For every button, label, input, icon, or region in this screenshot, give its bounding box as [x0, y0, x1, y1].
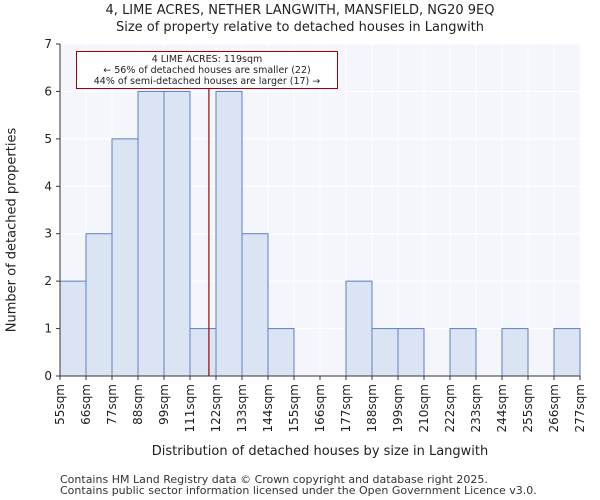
x-tick-label: 122sqm — [209, 384, 223, 432]
x-tick-label: 177sqm — [339, 384, 353, 432]
bar — [371, 328, 399, 377]
x-tick-label: 144sqm — [261, 384, 275, 432]
marker-annotation: 4 LIME ACRES: 119sqm ← 56% of detached h… — [76, 51, 338, 89]
y-tick-label: 1 — [44, 322, 52, 336]
x-tick-label: 77sqm — [105, 384, 119, 425]
y-tick-label: 2 — [44, 274, 52, 288]
x-tick-label: 255sqm — [521, 384, 535, 432]
footer-line-1: Contains HM Land Registry data © Crown c… — [60, 473, 488, 486]
bar — [85, 233, 113, 377]
y-axis-label: Number of detached properties — [4, 127, 20, 333]
bars — [59, 90, 581, 377]
x-tick-label: 55sqm — [53, 384, 67, 425]
bar — [215, 90, 243, 377]
bar — [553, 328, 581, 377]
y-tick-label: 4 — [44, 179, 52, 193]
bar — [449, 328, 477, 377]
x-tick-label: 266sqm — [547, 384, 561, 432]
x-tick-label: 166sqm — [313, 384, 327, 432]
y-tick-label: 5 — [44, 132, 52, 146]
y-tick-label: 7 — [44, 37, 52, 51]
bar — [345, 280, 373, 377]
y-tick-label: 6 — [44, 84, 52, 98]
annotation-line-3: 44% of semi-detached houses are larger (… — [93, 76, 321, 87]
bar — [189, 328, 217, 377]
x-tick-label: 88sqm — [131, 384, 145, 425]
bar — [137, 90, 165, 377]
y-axis-ticks: 0 1 2 3 4 5 6 7 — [44, 37, 60, 383]
annotation-line-2: ← 56% of detached houses are smaller (22… — [103, 65, 311, 76]
y-tick-label: 3 — [44, 227, 52, 241]
x-tick-label: 210sqm — [417, 384, 431, 432]
chart-subtitle: Size of property relative to detached ho… — [115, 20, 485, 35]
x-tick-label: 133sqm — [235, 384, 249, 432]
x-tick-label: 99sqm — [157, 384, 171, 425]
x-tick-label: 111sqm — [183, 384, 197, 432]
bar — [163, 90, 191, 377]
x-tick-label: 222sqm — [443, 384, 457, 432]
x-tick-label: 233sqm — [469, 384, 483, 432]
x-tick-label: 277sqm — [573, 384, 587, 432]
x-tick-label: 188sqm — [365, 384, 379, 432]
bar — [241, 233, 269, 377]
x-tick-label: 155sqm — [287, 384, 301, 432]
x-axis-ticks: 55sqm 66sqm 77sqm 88sqm 99sqm 111sqm 122sqm 133… — [53, 376, 587, 432]
bar — [111, 138, 139, 377]
x-axis-label: Distribution of detached houses by size … — [151, 444, 489, 459]
bar — [501, 328, 529, 377]
annotation-line-1: 4 LIME ACRES: 119sqm — [151, 54, 263, 65]
x-tick-label: 199sqm — [391, 384, 405, 432]
footer-line-2: Contains public sector information licen… — [60, 484, 537, 497]
x-tick-label: 244sqm — [495, 384, 509, 432]
x-tick-label: 66sqm — [79, 384, 93, 425]
y-tick-label: 0 — [44, 369, 52, 383]
bar — [267, 328, 295, 377]
chart-title: 4, LIME ACRES, NETHER LANGWITH, MANSFIEL… — [105, 3, 495, 18]
bar — [59, 280, 87, 377]
bar — [397, 328, 425, 377]
